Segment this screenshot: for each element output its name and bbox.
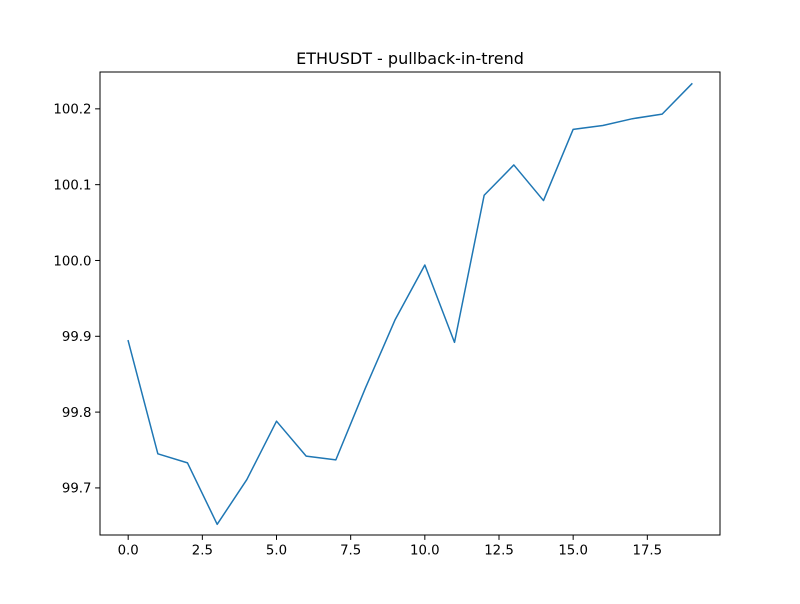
chart-title: ETHUSDT - pullback-in-trend	[296, 49, 524, 68]
x-tick-label: 0.0	[118, 544, 139, 559]
x-tick-label: 2.5	[192, 544, 213, 559]
series-layer	[127, 82, 693, 526]
x-tick-label: 17.5	[633, 544, 663, 559]
x-tick-label: 15.0	[558, 544, 588, 559]
x-tick-label: 10.0	[410, 544, 440, 559]
y-tick-label: 100.2	[53, 103, 91, 118]
x-tick-label: 5.0	[266, 544, 287, 559]
x-axis: 0.0 2.5 5.0 7.5 10.0 12.5 15.0 17.5	[118, 535, 663, 559]
series-line	[127, 82, 693, 526]
y-tick-label: 100.1	[53, 178, 91, 193]
x-tick-label: 12.5	[484, 544, 514, 559]
x-tick-label: 7.5	[340, 544, 361, 559]
y-tick-label: 99.9	[62, 330, 92, 345]
y-tick-label: 99.7	[62, 482, 92, 497]
y-tick-label: 100.0	[53, 254, 91, 269]
y-tick-label: 99.8	[62, 406, 92, 421]
y-axis: 99.7 99.8 99.9 100.0 100.1 100.2	[53, 103, 100, 497]
plot-frame	[99, 71, 721, 536]
